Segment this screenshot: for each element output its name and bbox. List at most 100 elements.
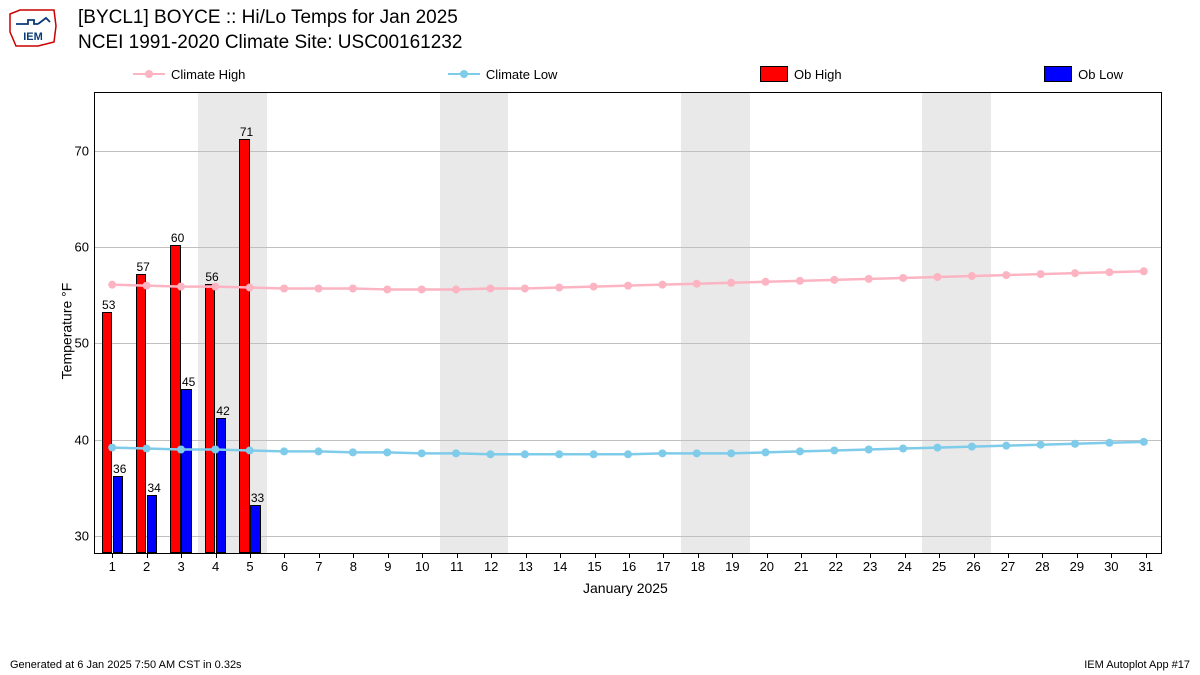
- x-tick-mark: [388, 553, 389, 558]
- footer-right: IEM Autoplot App #17: [1084, 659, 1190, 671]
- x-tick-mark: [526, 553, 527, 558]
- title-line-1: [BYCL1] BOYCE :: Hi/Lo Temps for Jan 202…: [78, 6, 462, 31]
- ob-high-bar-label: 57: [136, 260, 149, 274]
- climate-low-marker: [590, 450, 598, 458]
- x-tick-label: 30: [1104, 559, 1118, 574]
- climate-low-marker: [555, 450, 563, 458]
- ob-low-bar-label: 34: [148, 481, 161, 495]
- x-tick-label: 29: [1070, 559, 1084, 574]
- x-tick-label: 7: [315, 559, 322, 574]
- x-tick-mark: [112, 553, 113, 558]
- x-tick-label: 19: [725, 559, 739, 574]
- climate-high-marker: [555, 284, 563, 292]
- x-tick-mark: [1111, 553, 1112, 558]
- legend-marker-swatch: [760, 66, 788, 82]
- climate-high-marker: [280, 285, 288, 293]
- x-tick-label: 9: [384, 559, 391, 574]
- plot: 3040506070123456789101112131415161718192…: [78, 92, 1178, 602]
- x-tick-mark: [732, 553, 733, 558]
- x-tick-label: 12: [484, 559, 498, 574]
- x-tick-label: 14: [553, 559, 567, 574]
- x-tick-mark: [595, 553, 596, 558]
- x-tick-mark: [491, 553, 492, 558]
- x-tick-label: 15: [587, 559, 601, 574]
- x-tick-mark: [698, 553, 699, 558]
- gridline: [95, 247, 1161, 248]
- ob-high-bar: [136, 274, 146, 553]
- chart-area: Climate HighClimate LowOb HighOb Low 304…: [78, 60, 1178, 635]
- climate-high-marker: [349, 285, 357, 293]
- x-tick-mark: [836, 553, 837, 558]
- legend-item: Ob High: [760, 66, 842, 82]
- climate-high-marker: [383, 285, 391, 293]
- x-tick-mark: [422, 553, 423, 558]
- weekend-band: [233, 93, 267, 553]
- logo-text: IEM: [23, 31, 43, 43]
- weekend-band: [922, 93, 956, 553]
- ob-low-bar: [113, 476, 123, 553]
- x-tick-mark: [147, 553, 148, 558]
- ob-high-bar-label: 71: [240, 125, 253, 139]
- x-tick-label: 21: [794, 559, 808, 574]
- climate-high-marker: [1071, 269, 1079, 277]
- weekend-band: [474, 93, 508, 553]
- ob-high-bar: [170, 245, 180, 553]
- x-tick-label: 13: [518, 559, 532, 574]
- x-tick-label: 26: [966, 559, 980, 574]
- x-tick-label: 16: [622, 559, 636, 574]
- x-tick-label: 23: [863, 559, 877, 574]
- x-tick-mark: [974, 553, 975, 558]
- climate-high-marker: [796, 277, 804, 285]
- x-tick-label: 6: [281, 559, 288, 574]
- x-tick-mark: [216, 553, 217, 558]
- title-line-2: NCEI 1991-2020 Climate Site: USC00161232: [78, 31, 462, 56]
- x-tick-mark: [1146, 553, 1147, 558]
- legend-label: Climate Low: [486, 67, 558, 82]
- climate-low-marker: [1071, 440, 1079, 448]
- x-tick-label: 5: [246, 559, 253, 574]
- climate-high-marker: [762, 278, 770, 286]
- ob-low-bar: [147, 495, 157, 553]
- climate-low-marker: [796, 447, 804, 455]
- x-tick-mark: [939, 553, 940, 558]
- ob-high-bar-label: 60: [171, 231, 184, 245]
- climate-high-marker: [418, 285, 426, 293]
- x-tick-label: 31: [1139, 559, 1153, 574]
- x-tick-mark: [1042, 553, 1043, 558]
- gridline: [95, 343, 1161, 344]
- ob-high-bar-label: 56: [205, 270, 218, 284]
- x-tick-label: 17: [656, 559, 670, 574]
- chart-title: [BYCL1] BOYCE :: Hi/Lo Temps for Jan 202…: [78, 6, 462, 55]
- x-tick-mark: [319, 553, 320, 558]
- climate-low-marker: [349, 448, 357, 456]
- climate-high-marker: [521, 285, 529, 293]
- climate-low-marker: [865, 446, 873, 454]
- y-tick-label: 30: [75, 528, 89, 543]
- y-tick-label: 60: [75, 240, 89, 255]
- weekend-band: [956, 93, 990, 553]
- climate-high-marker: [108, 281, 116, 289]
- climate-high-marker: [865, 275, 873, 283]
- climate-high-marker: [658, 281, 666, 289]
- x-tick-label: 22: [828, 559, 842, 574]
- y-axis-title: Temperature °F: [58, 283, 74, 380]
- climate-high-marker: [899, 274, 907, 282]
- x-tick-label: 10: [415, 559, 429, 574]
- x-tick-mark: [353, 553, 354, 558]
- climate-low-marker: [383, 448, 391, 456]
- x-tick-label: 25: [932, 559, 946, 574]
- x-tick-label: 28: [1035, 559, 1049, 574]
- footer-left: Generated at 6 Jan 2025 7:50 AM CST in 0…: [10, 659, 242, 671]
- x-tick-label: 27: [1001, 559, 1015, 574]
- climate-low-marker: [624, 450, 632, 458]
- legend-label: Ob Low: [1078, 67, 1123, 82]
- climate-high-marker: [624, 282, 632, 290]
- x-tick-mark: [560, 553, 561, 558]
- x-tick-mark: [1008, 553, 1009, 558]
- ob-high-bar: [102, 312, 112, 553]
- gridline: [95, 151, 1161, 152]
- ob-low-bar: [181, 389, 191, 553]
- gridline: [95, 440, 1161, 441]
- x-tick-mark: [629, 553, 630, 558]
- x-tick-label: 24: [897, 559, 911, 574]
